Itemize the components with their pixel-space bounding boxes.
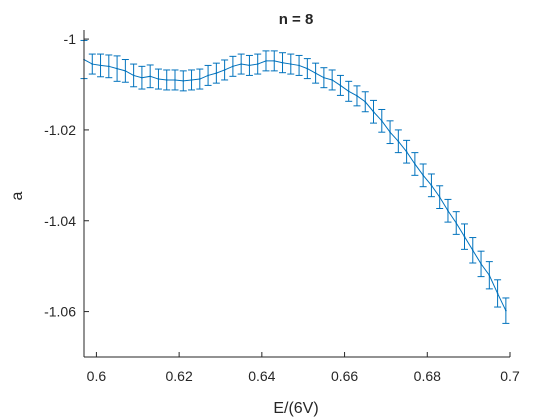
- x-tick-label: 0.64: [248, 368, 275, 384]
- data-point: [248, 64, 251, 67]
- data-point: [372, 110, 375, 113]
- data-point: [505, 309, 507, 312]
- data-point: [190, 79, 193, 81]
- plot-area: [80, 39, 510, 324]
- x-tick-label: 0.7: [500, 368, 520, 384]
- data-point: [165, 79, 168, 81]
- data-point: [265, 60, 267, 62]
- data-point: [223, 69, 226, 71]
- x-tick-label: 0.6: [87, 368, 107, 384]
- data-point: [306, 67, 309, 70]
- x-axis: 0.6 0.62 0.64 0.66 0.68 0.7: [84, 352, 520, 384]
- y-tick-label: -1.02: [44, 122, 76, 138]
- data-point: [323, 76, 325, 79]
- data-point: [380, 120, 383, 122]
- data-point: [455, 222, 458, 224]
- data-point: [397, 140, 400, 143]
- data-point: [124, 70, 127, 72]
- data-point: [463, 235, 466, 238]
- data-point: [199, 78, 201, 80]
- y-axis-label: a: [9, 191, 26, 200]
- data-point: [488, 274, 491, 277]
- data-point: [339, 84, 342, 87]
- data-point: [356, 95, 358, 97]
- data-point: [389, 131, 391, 133]
- y-axis: -1 -1.02 -1.04 -1.06: [44, 30, 89, 357]
- data-point: [108, 65, 110, 68]
- data-point: [314, 72, 317, 74]
- data-point: [298, 64, 300, 67]
- data-point: [256, 63, 259, 65]
- data-point: [99, 64, 102, 67]
- chart-title: n = 8: [279, 11, 314, 28]
- data-point: [438, 196, 441, 198]
- data-point: [447, 209, 449, 212]
- data-point: [405, 150, 408, 153]
- data-point: [91, 63, 94, 65]
- data-point: [496, 292, 499, 295]
- data-point: [232, 65, 234, 68]
- x-tick-label: 0.66: [331, 368, 358, 384]
- data-point: [182, 80, 185, 82]
- data-point: [471, 249, 474, 252]
- y-tick-label: -1.04: [44, 213, 76, 229]
- data-point: [281, 61, 284, 64]
- x-tick-label: 0.62: [166, 368, 193, 384]
- data-point: [331, 79, 333, 81]
- data-point: [141, 76, 143, 79]
- data-point: [480, 263, 482, 265]
- data-point: [364, 100, 367, 103]
- data-point: [207, 74, 209, 77]
- data-point: [289, 63, 292, 65]
- data-point: [149, 75, 151, 78]
- data-point: [430, 184, 433, 187]
- data-point: [240, 63, 242, 65]
- data-point: [422, 174, 424, 177]
- data-point: [215, 72, 218, 74]
- data-point: [347, 90, 350, 93]
- series-line: [83, 59, 507, 311]
- y-tick-label: -1: [64, 31, 77, 47]
- y-tick-label: -1.06: [44, 304, 76, 320]
- x-axis-label: E/(6V): [273, 400, 318, 417]
- data-point: [132, 74, 135, 77]
- data-point: [414, 163, 416, 165]
- data-point: [273, 60, 276, 62]
- data-point: [174, 79, 176, 81]
- x-tick-label: 0.68: [414, 368, 441, 384]
- data-point: [116, 67, 118, 70]
- data-point: [157, 78, 160, 80]
